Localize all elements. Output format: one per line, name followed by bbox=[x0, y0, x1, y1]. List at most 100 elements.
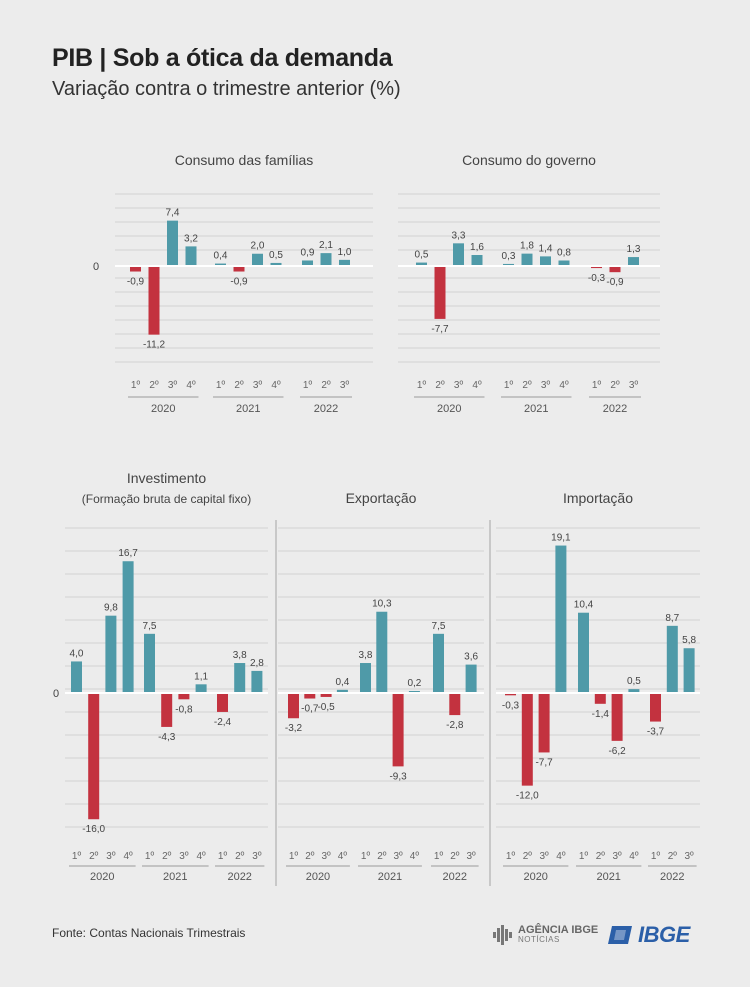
source-footer: Fonte: Contas Nacionais Trimestrais bbox=[52, 926, 246, 940]
data-label: 7,5 bbox=[143, 621, 157, 632]
year-label: 2020 bbox=[437, 403, 461, 415]
quarter-tick-label: 4º bbox=[271, 380, 281, 391]
data-label: 1,1 bbox=[194, 671, 208, 682]
quarter-tick-label: 1º bbox=[579, 851, 589, 862]
quarter-tick-label: 3º bbox=[612, 851, 622, 862]
year-label: 2021 bbox=[236, 403, 260, 415]
year-label: 2021 bbox=[163, 871, 187, 883]
data-label: 7,5 bbox=[432, 621, 446, 632]
quarter-tick-label: 4º bbox=[410, 851, 420, 862]
data-label: -11,2 bbox=[143, 340, 165, 351]
year-label: 2021 bbox=[524, 403, 548, 415]
data-label: 0,9 bbox=[301, 247, 315, 258]
bar-2020-q4 bbox=[555, 545, 567, 693]
year-label: 2022 bbox=[227, 871, 251, 883]
data-label: -6,2 bbox=[608, 746, 626, 757]
data-label: -2,8 bbox=[446, 720, 464, 731]
bar-2021-q2 bbox=[233, 266, 245, 272]
data-label: -0,8 bbox=[175, 704, 193, 715]
quarter-tick-label: 4º bbox=[559, 380, 569, 391]
quarter-tick-label: 2º bbox=[234, 380, 244, 391]
data-label: -0,9 bbox=[127, 277, 145, 288]
data-label: -12,0 bbox=[516, 791, 539, 802]
quarter-tick-label: 4º bbox=[123, 851, 133, 862]
bar-2020-q4 bbox=[122, 561, 134, 693]
quarter-tick-label: 3º bbox=[252, 851, 262, 862]
zero-axis-label: 0 bbox=[93, 261, 99, 273]
bar-2022-q1 bbox=[217, 693, 228, 712]
bar-2022-q2 bbox=[666, 625, 678, 693]
bar-2020-q4 bbox=[336, 689, 348, 693]
data-label: 0,3 bbox=[502, 251, 516, 262]
quarter-tick-label: 4º bbox=[186, 380, 196, 391]
year-label: 2020 bbox=[151, 403, 175, 415]
quarter-tick-label: 1º bbox=[504, 380, 514, 391]
bar-2022-q2 bbox=[234, 663, 246, 693]
quarter-tick-label: 2º bbox=[305, 851, 315, 862]
bar-2021-q4 bbox=[195, 684, 207, 693]
data-label: 1,8 bbox=[520, 241, 534, 252]
bar-2021-q1 bbox=[578, 612, 589, 693]
quarter-tick-label: 1º bbox=[592, 380, 602, 391]
bar-2020-q2 bbox=[148, 266, 160, 335]
data-label: 10,4 bbox=[574, 600, 594, 611]
data-label: 3,6 bbox=[464, 652, 478, 663]
data-label: 8,7 bbox=[665, 613, 679, 624]
quarter-tick-label: 1º bbox=[417, 380, 427, 391]
year-label: 2022 bbox=[660, 871, 684, 883]
agencia-ibge-logo: AGÊNCIA IBGE NOTÍCIAS bbox=[492, 924, 598, 946]
data-label: -3,7 bbox=[647, 727, 665, 738]
bar-2022-q2 bbox=[320, 253, 332, 266]
bar-2021-q1 bbox=[215, 263, 226, 266]
quarter-tick-label: 1º bbox=[131, 380, 141, 391]
data-label: 0,5 bbox=[627, 676, 641, 687]
quarter-tick-label: 3º bbox=[629, 380, 639, 391]
bar-2022-q3 bbox=[683, 648, 695, 693]
data-label: 0,4 bbox=[214, 251, 228, 262]
ibge-logo-text: IBGE bbox=[638, 922, 690, 947]
quarter-tick-label: 3º bbox=[684, 851, 694, 862]
data-label: 0,4 bbox=[335, 677, 349, 688]
ibge-logo-icon bbox=[608, 926, 632, 944]
quarter-tick-label: 1º bbox=[72, 851, 82, 862]
year-label: 2022 bbox=[314, 403, 338, 415]
bar-2020-q2 bbox=[521, 693, 533, 786]
quarter-tick-label: 2º bbox=[377, 851, 387, 862]
bar-2022-q1 bbox=[302, 260, 313, 266]
data-label: -7,7 bbox=[431, 324, 449, 335]
quarter-tick-label: 2º bbox=[522, 380, 532, 391]
bar-2021-q3 bbox=[392, 693, 404, 767]
quarter-tick-label: 1º bbox=[303, 380, 313, 391]
data-label: 5,8 bbox=[682, 635, 696, 646]
quarter-tick-label: 1º bbox=[361, 851, 371, 862]
data-label: -7,7 bbox=[535, 757, 553, 768]
data-label: -16,0 bbox=[82, 824, 105, 835]
data-label: -0,5 bbox=[317, 702, 335, 713]
data-label: 0,5 bbox=[269, 250, 283, 261]
bar-2021-q4 bbox=[628, 689, 640, 693]
quarter-tick-label: 3º bbox=[393, 851, 403, 862]
quarter-tick-label: 4º bbox=[472, 380, 482, 391]
ibge-logo: IBGE bbox=[608, 922, 690, 948]
bar-2021-q2 bbox=[376, 611, 388, 693]
quarter-tick-label: 2º bbox=[435, 380, 445, 391]
bar-2021-q1 bbox=[144, 633, 155, 693]
quarter-tick-label: 3º bbox=[466, 851, 476, 862]
quarter-tick-label: 2º bbox=[149, 380, 159, 391]
data-label: 2,8 bbox=[250, 658, 264, 669]
data-label: -0,7 bbox=[301, 704, 319, 715]
data-label: 19,1 bbox=[551, 533, 571, 544]
bar-2020-q1 bbox=[130, 266, 141, 272]
data-label: -2,4 bbox=[214, 717, 232, 728]
bar-2022-q1 bbox=[433, 633, 444, 693]
bar-2021-q3 bbox=[178, 693, 190, 700]
quarter-tick-label: 1º bbox=[506, 851, 516, 862]
zero-axis-label: 0 bbox=[53, 688, 59, 700]
quarter-tick-label: 3º bbox=[168, 380, 178, 391]
bar-2020-q3 bbox=[320, 693, 332, 697]
bar-2021-q3 bbox=[611, 693, 623, 741]
bar-2020-q3 bbox=[538, 693, 550, 753]
bar-2020-q1 bbox=[416, 262, 427, 266]
bar-2021-q4 bbox=[558, 260, 570, 266]
